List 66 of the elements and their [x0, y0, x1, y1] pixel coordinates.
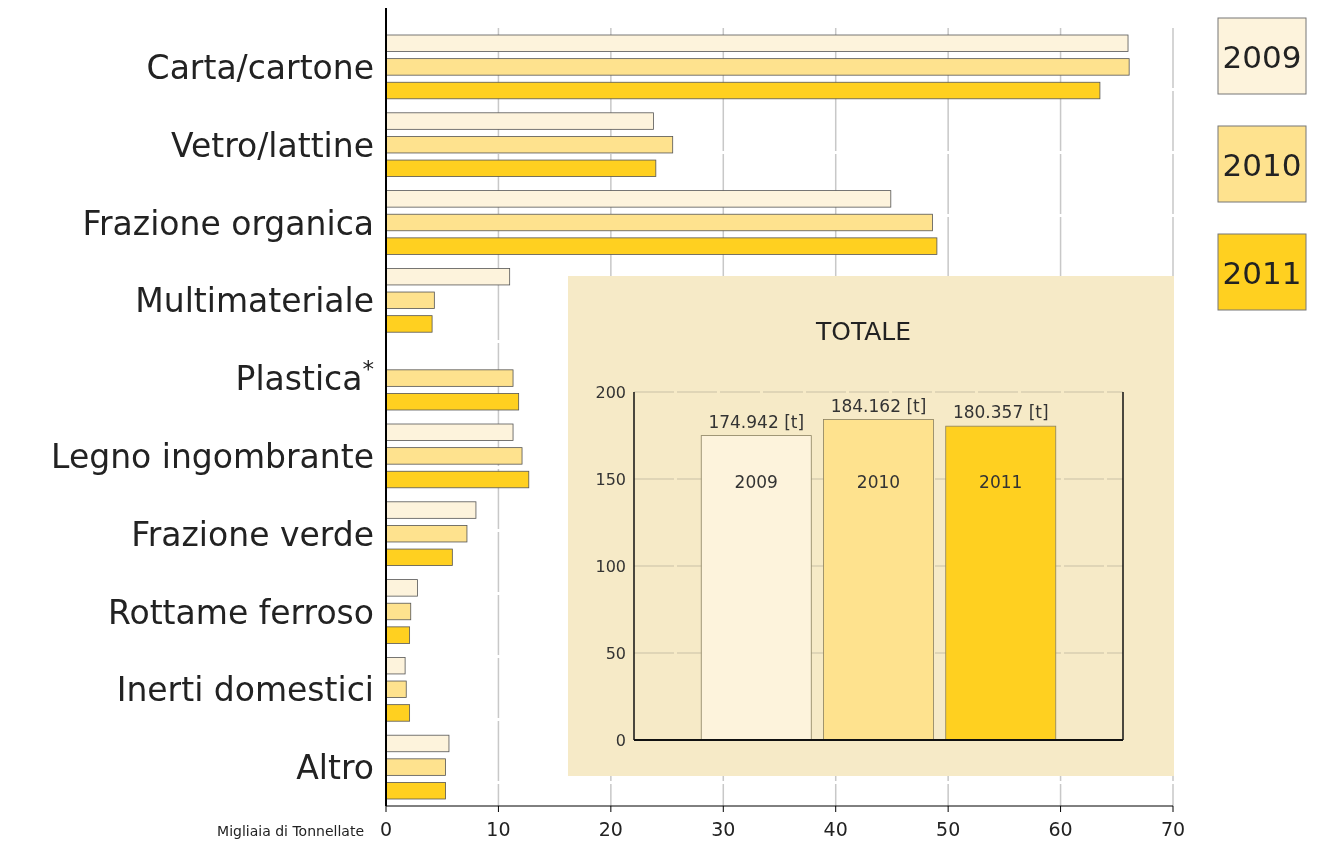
bar [385, 657, 406, 675]
text: 2011 [1222, 255, 1302, 291]
bar [385, 579, 418, 597]
bar [385, 782, 446, 800]
bar [385, 393, 520, 411]
bar [385, 136, 674, 154]
x-axis-title: Migliaia di Tonnellate [217, 823, 364, 839]
bar [385, 501, 477, 519]
bar [385, 680, 407, 698]
y-tick-label: 50 [605, 644, 626, 663]
bar [385, 548, 453, 566]
y-tick-label: Carta/cartone [146, 47, 374, 87]
text: 2010 [1222, 147, 1302, 183]
y-tick-label: Plastica$^{*}$ [235, 356, 374, 399]
bar [823, 419, 934, 741]
x-tick-label: 30 [711, 818, 736, 840]
text: 2009 [1222, 39, 1302, 75]
bar [385, 602, 412, 621]
y-tick-label: Frazione organica [82, 203, 374, 243]
bar [385, 291, 435, 309]
bar [385, 159, 657, 177]
x-tick-label: 0 [379, 818, 393, 840]
y-tick-label: Inerti domestici [116, 670, 374, 710]
bar [385, 112, 654, 130]
x-tick-label: 2009 [734, 472, 778, 493]
y-tick-label: Rottame ferroso [108, 592, 374, 632]
bar [385, 626, 411, 644]
data-label: 180.357 [t] [952, 402, 1049, 423]
x-tick-label: 60 [1048, 818, 1073, 840]
y-tick-label: Multimateriale [135, 281, 374, 321]
bar [385, 237, 938, 255]
bar [385, 423, 514, 441]
x-tick-label: 2011 [979, 472, 1023, 493]
x-tick-label: 50 [936, 818, 961, 840]
bar [385, 34, 1129, 52]
bar [385, 268, 511, 286]
bar [385, 734, 450, 753]
y-tick-label: Vetro/lattine [170, 125, 374, 165]
y-tick-label: Legno ingombrante [51, 436, 374, 476]
bar [385, 704, 411, 722]
y-tick-label: 150 [595, 470, 626, 489]
y-tick-label: Altro [296, 748, 374, 788]
x-tick-label: 70 [1160, 818, 1186, 840]
bar [385, 758, 446, 776]
y-tick-label: Frazione verde [131, 514, 374, 554]
chart-title: TOTALE [814, 317, 912, 346]
bar [945, 425, 1057, 741]
x-tick-label: 10 [486, 818, 511, 840]
x-tick-label: 40 [823, 818, 848, 840]
bar [700, 435, 812, 741]
bar [385, 190, 892, 208]
bar [385, 315, 433, 333]
bar [385, 81, 1101, 100]
data-label: 174.942 [t] [708, 411, 805, 432]
x-tick-label: 2010 [856, 472, 901, 493]
bar [385, 470, 530, 489]
bar [385, 213, 933, 232]
bar [385, 525, 468, 543]
y-tick-label: 0 [615, 731, 626, 750]
bar [385, 447, 523, 465]
y-tick-label: 200 [595, 383, 626, 402]
bar [385, 369, 514, 387]
x-tick-label: 20 [598, 818, 623, 840]
data-label: 184.162 [t] [830, 395, 927, 416]
bar [385, 58, 1130, 76]
y-tick-label: 100 [595, 557, 626, 576]
